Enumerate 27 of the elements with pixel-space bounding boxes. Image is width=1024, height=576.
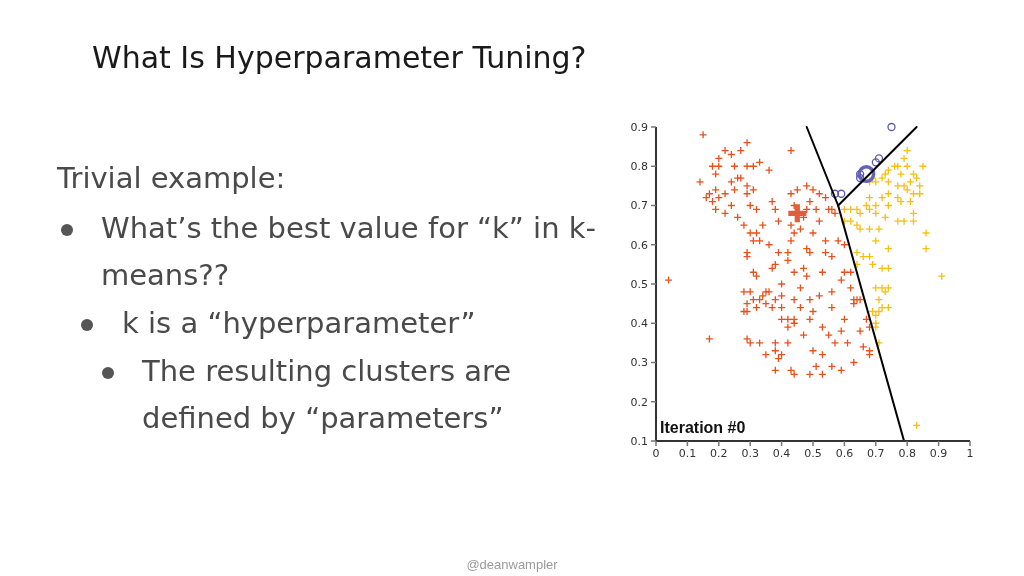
text: Trivial example: [57,161,286,195]
text: What’s the best value for “k” in k-means?? [101,211,596,292]
x-tick-label: 0.7 [867,447,885,460]
text: What Is Hyperparameter Tuning? [92,39,587,77]
y-tick-label: 0.2 [630,395,648,409]
y-tick-label: 0.6 [630,238,648,252]
x-tick-label: 0 [652,447,660,460]
y-tick-label: 0.5 [630,277,648,291]
x-tick-label: 1 [966,447,974,460]
x-tick-label: 0.8 [898,447,916,460]
y-tick-label: 0.3 [630,356,648,370]
annotation: Iteration #0 [660,419,746,436]
x-tick-label: 0.1 [678,447,697,460]
x-tick-label: 0.6 [835,447,854,460]
x-tick-label: 0.4 [772,447,791,460]
y-tick-label: 0.8 [630,160,648,174]
text: The resulting clusters are defined by “parameters” [142,354,512,435]
x-tick-label: 0.9 [929,447,948,460]
text: @deanwampler [466,557,558,572]
x-tick-label: 0.3 [741,447,759,460]
y-tick-label: 0.4 [630,317,648,331]
text: k is a “hyperparameter” [122,306,476,340]
y-tick-label: 0.1 [630,434,648,448]
x-tick-label: 0.2 [710,447,728,460]
x-tick-label: 0.5 [804,447,822,460]
y-tick-label: 0.7 [630,199,648,213]
y-tick-label: 0.9 [630,120,648,134]
